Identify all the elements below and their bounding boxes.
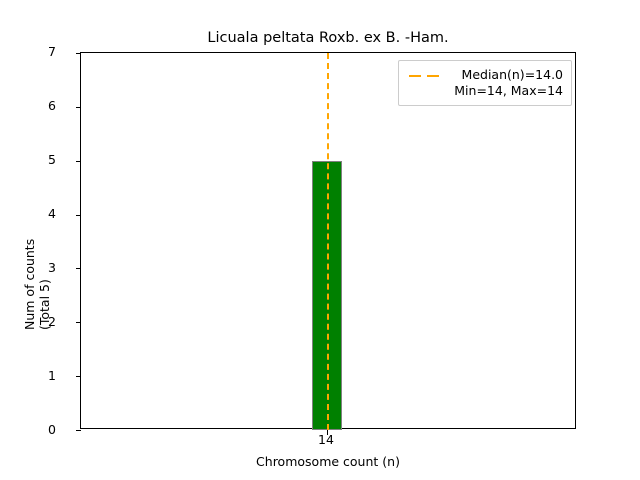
x-axis-label: Chromosome count (n) (256, 454, 400, 469)
x-tick-14 (327, 430, 328, 435)
y-tick-0 (76, 430, 81, 431)
x-tick-label-14: 14 (318, 432, 334, 447)
median-line (327, 53, 329, 430)
y-axis-label-line2: (Total 5) (37, 279, 52, 330)
y-tick-7 (76, 53, 81, 54)
page-title: Licuala peltata Roxb. ex B. -Ham. (207, 30, 449, 46)
legend-label-range: Min=14, Max=14 (454, 83, 563, 98)
y-tick-label-7: 7 (48, 44, 56, 60)
y-tick-4 (76, 214, 81, 216)
y-tick-label-4: 4 (48, 206, 56, 221)
y-tick-3 (76, 268, 81, 270)
y-tick-6 (76, 106, 81, 108)
legend-median-line-icon (407, 69, 445, 83)
y-tick-label-5: 5 (48, 152, 56, 168)
y-tick-1 (76, 376, 81, 378)
legend-entry-median: Median(n)=14.0 Min=14, Max=14 (445, 67, 563, 99)
y-tick-label-6: 6 (48, 98, 56, 114)
y-tick-label-2: 2 (48, 313, 56, 329)
y-axis-label-line1: Num of counts (22, 238, 37, 330)
y-tick-2 (76, 322, 81, 324)
y-tick-5 (76, 160, 81, 162)
y-axis-label: Num of counts (Total 5) (22, 239, 52, 330)
legend[interactable]: Median(n)=14.0 Min=14, Max=14 (398, 60, 572, 106)
plot-area (76, 52, 576, 435)
y-tick-label-1: 1 (48, 367, 56, 383)
legend-label-median: Median(n)=14.0 (461, 67, 563, 82)
y-tick-label-3: 3 (48, 259, 56, 275)
y-tick-label-0: 0 (48, 421, 56, 437)
